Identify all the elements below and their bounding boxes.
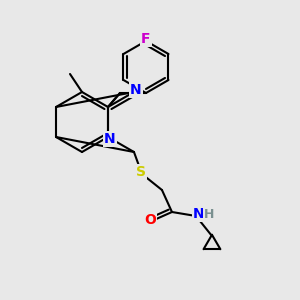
Text: H: H bbox=[204, 208, 214, 220]
Text: N: N bbox=[193, 207, 205, 221]
Text: F: F bbox=[141, 32, 151, 46]
Text: O: O bbox=[144, 213, 156, 227]
Text: S: S bbox=[136, 165, 146, 179]
Text: N: N bbox=[104, 132, 116, 146]
Text: N: N bbox=[130, 83, 142, 97]
